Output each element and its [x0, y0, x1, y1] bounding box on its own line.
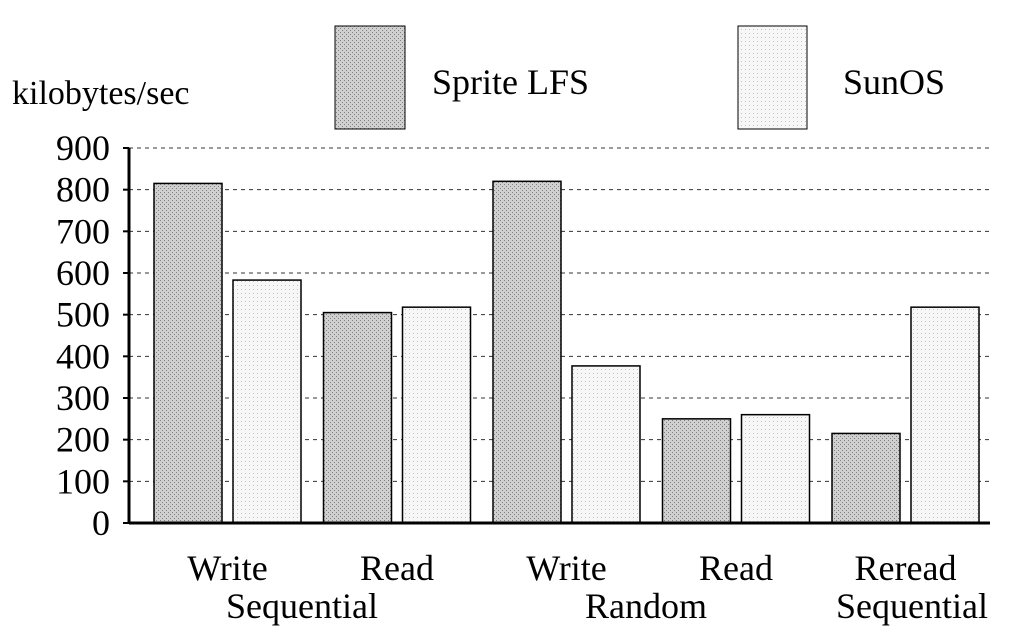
x-tick-label-1: Read — [360, 548, 434, 588]
y-tick-label-800: 800 — [56, 170, 110, 210]
bar-sunos-2 — [571, 365, 641, 524]
axes — [127, 148, 990, 525]
y-tick-label-100: 100 — [56, 461, 110, 501]
y-axis-label: kilobytes/sec — [12, 75, 190, 112]
group-label-1: Random — [585, 586, 707, 626]
legend: Sprite LFS SunOS — [334, 25, 945, 130]
bar-sprite-lfs-0 — [153, 182, 223, 524]
legend-label-sprite-lfs: Sprite LFS — [432, 62, 589, 102]
group-label-0: Sequential — [226, 586, 378, 626]
bars — [153, 180, 980, 524]
y-tick-label-700: 700 — [56, 211, 110, 251]
y-tick-label-300: 300 — [56, 378, 110, 418]
bar-sunos-4 — [910, 306, 980, 524]
legend-swatch-sunos — [737, 25, 808, 130]
bar-sprite-lfs-1 — [322, 311, 393, 524]
legend-label-sunos: SunOS — [843, 62, 945, 102]
bar-sprite-lfs-3 — [661, 418, 732, 524]
x-tick-label-3: Read — [699, 548, 773, 588]
bar-sprite-lfs-2 — [492, 180, 562, 524]
bar-sprite-lfs-4 — [831, 432, 901, 524]
bar-sunos-0 — [232, 279, 302, 524]
x-tick-label-0: Write — [187, 548, 268, 588]
bar-sunos-1 — [401, 306, 472, 524]
y-tick-label-600: 600 — [56, 253, 110, 293]
bar-sunos-3 — [740, 413, 811, 524]
y-tick-label-400: 400 — [56, 336, 110, 376]
y-tick-label-500: 500 — [56, 295, 110, 335]
legend-swatch-sprite-lfs — [334, 25, 406, 130]
x-tick-label-4: Reread — [855, 548, 957, 588]
y-tick-label-0: 0 — [92, 503, 110, 543]
y-tick-label-200: 200 — [56, 420, 110, 460]
y-tick-label-900: 900 — [56, 128, 110, 168]
group-label-2: Sequential — [836, 586, 988, 626]
x-tick-label-2: Write — [526, 548, 607, 588]
